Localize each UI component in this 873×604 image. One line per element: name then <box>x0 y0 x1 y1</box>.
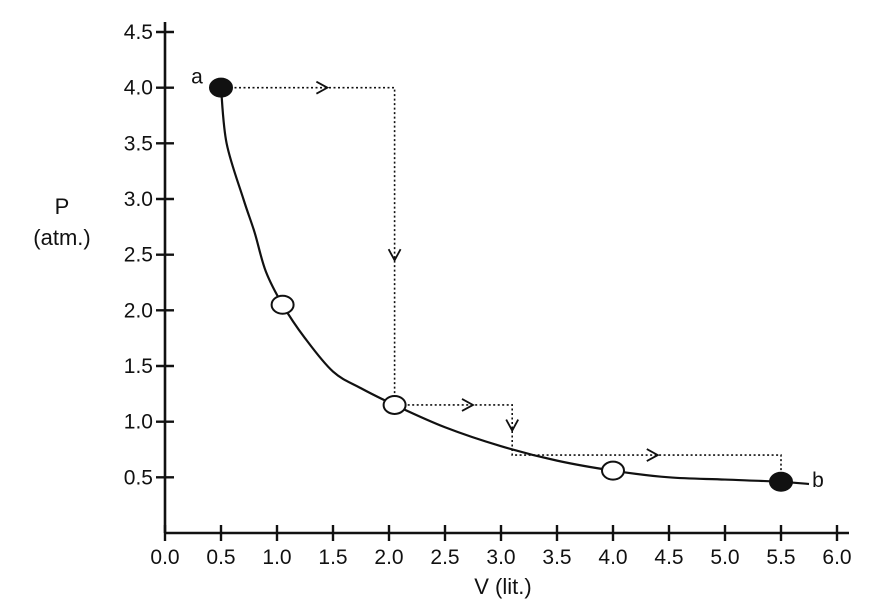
direction-arrow <box>387 248 402 263</box>
x-tick-label: 1.5 <box>318 546 347 569</box>
y-tick-label: 4.5 <box>124 21 153 44</box>
x-tick-label: 2.5 <box>430 546 459 569</box>
isotherm-curve <box>219 87 810 486</box>
intermediate-marker <box>382 394 407 415</box>
y-tick-label: 0.5 <box>124 466 153 489</box>
point-label-b: b <box>812 469 824 492</box>
y-axis-title-line-1: P <box>55 194 70 219</box>
labels-group: P (atm.) V (lit.) a b <box>33 66 824 599</box>
y-tick-label: 1.0 <box>124 411 153 434</box>
endpoint-marker <box>209 77 233 98</box>
x-tick-label: 6.0 <box>822 546 851 569</box>
x-tick-label: 1.0 <box>262 546 291 569</box>
y-axis-title-line-2: (atm.) <box>33 225 90 250</box>
intermediate-marker <box>270 294 295 315</box>
intermediate-marker <box>601 460 625 481</box>
x-tick-label: 5.0 <box>710 546 739 569</box>
y-tick-label: 1.5 <box>124 355 153 378</box>
series-group <box>219 86 810 486</box>
axes: 0.0 0.5 1.0 1.5 2.0 2.5 3.0 3.5 4.0 4.5 5.0 5.5 6.0 0… <box>124 21 852 569</box>
y-tick-label: 4.0 <box>124 77 153 100</box>
y-tick-label: 2.5 <box>124 244 153 267</box>
x-axis-title: V (lit.) <box>474 574 531 599</box>
x-tick-label: 4.0 <box>598 546 627 569</box>
x-tick-label: 0.5 <box>206 546 235 569</box>
y-tick-label: 3.5 <box>124 132 153 155</box>
x-tick-label: 4.5 <box>654 546 683 569</box>
direction-arrow <box>315 80 330 95</box>
direction-arrow <box>646 448 660 462</box>
y-tick-label: 3.0 <box>124 188 153 211</box>
endpoint-marker <box>769 471 793 492</box>
x-tick-label: 3.5 <box>542 546 571 569</box>
direction-arrow <box>505 419 519 433</box>
arrows-group <box>315 80 660 462</box>
x-tick-label: 5.5 <box>766 546 795 569</box>
direction-arrow <box>461 398 475 412</box>
y-tick-label: 2.0 <box>124 299 153 322</box>
point-label-a: a <box>191 66 203 89</box>
x-tick-label: 2.0 <box>374 546 403 569</box>
markers-group <box>209 77 793 492</box>
stepwise-dotted-path <box>221 86 782 482</box>
x-tick-label: 0.0 <box>150 546 179 569</box>
x-tick-label: 3.0 <box>486 546 515 569</box>
